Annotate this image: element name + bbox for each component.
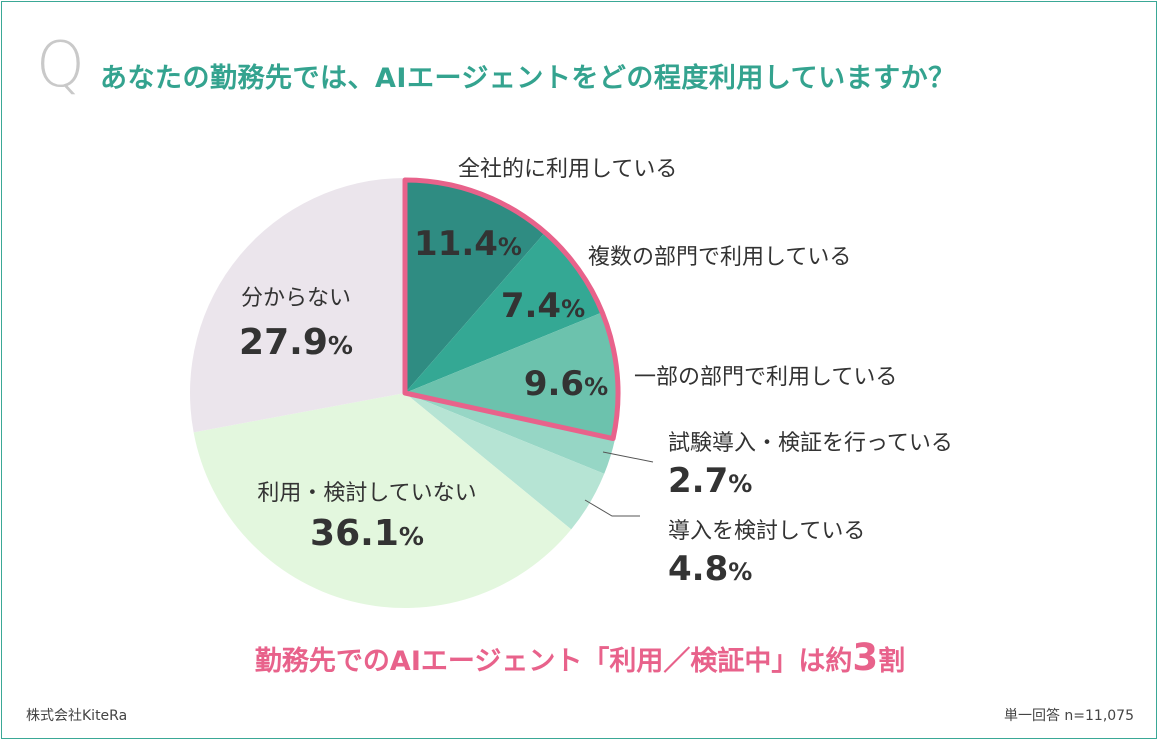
question-title: あなたの勤務先では、AIエージェントをどの程度利用していますか？ (100, 63, 956, 94)
slice-label-3: 一部の部門で利用している (634, 365, 897, 390)
slice-value-6: 36.1% (310, 513, 424, 554)
leader-line-4 (602, 451, 654, 463)
slice-value-4: 2.7% (668, 461, 752, 501)
pie-slice-7 (190, 178, 405, 433)
slice-label-2: 複数の部門で利用している (588, 245, 851, 270)
slice-label-4: 試験導入・検証を行っている (668, 431, 953, 456)
headline-text-after: 割 (878, 646, 906, 677)
slice-value-5: 4.8% (668, 549, 752, 589)
question-mark-icon: Q (36, 28, 85, 101)
slice-label-5: 導入を検討している (668, 519, 865, 544)
slice-value-3: 9.6% (524, 364, 608, 404)
sample-note: 単一回答 n=11,075 (1003, 708, 1134, 724)
headline: 勤務先でのAIエージェント「利用／検証中」は約3割 (0, 636, 1160, 679)
slice-label-6: 利用・検討していない (257, 481, 476, 506)
pie-slice-4 (405, 393, 616, 474)
highlight-outline (402, 177, 621, 442)
slice-value-2: 7.4% (501, 286, 585, 326)
slice-value-7: 27.9% (239, 322, 353, 363)
headline-number: 3 (852, 636, 879, 679)
pie-slice-2 (405, 230, 604, 393)
leader-line-5 (584, 499, 640, 517)
slice-label-1: 全社的に利用している (458, 157, 677, 182)
slice-label-7: 分からない (241, 286, 351, 311)
source-label: 株式会社KiteRa (26, 708, 128, 724)
pie-slice-6 (193, 393, 572, 608)
pie-slice-3 (405, 311, 621, 439)
slice-value-1: 11.4% (414, 224, 522, 264)
headline-text-before: 勤務先でのAIエージェント「利用／検証中」は約 (254, 646, 853, 677)
pie-slice-1 (405, 178, 547, 393)
pie-slice-5 (405, 393, 605, 530)
